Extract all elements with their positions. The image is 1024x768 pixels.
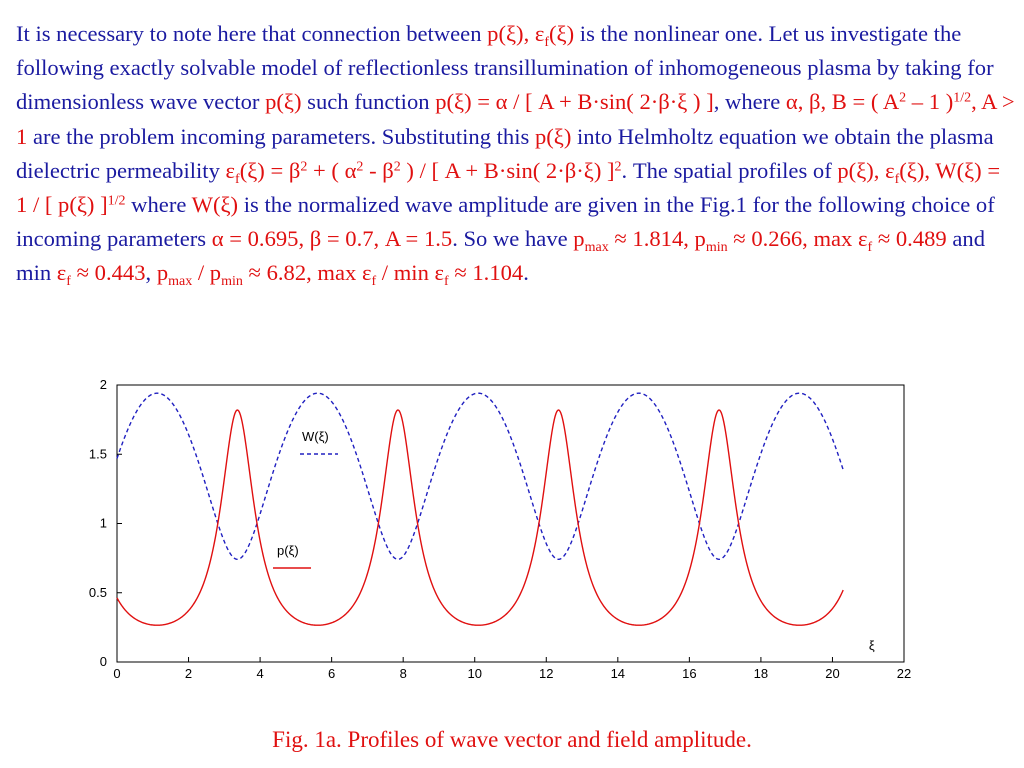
x-tick-label: 6 — [328, 666, 335, 681]
x-tick-label: 14 — [611, 666, 625, 681]
plot-frame — [116, 384, 905, 663]
figure-caption: Fig. 1a. Profiles of wave vector and fie… — [272, 727, 752, 752]
x-tick-label: 20 — [825, 666, 839, 681]
x-tick-label: 16 — [682, 666, 696, 681]
x-tick-label: 8 — [400, 666, 407, 681]
x-tick-label: 0 — [113, 666, 120, 681]
y-tick-label: 1.5 — [89, 446, 107, 461]
chart-legend: W(ξ) p(ξ) — [273, 429, 338, 569]
series-p-line — [116, 409, 844, 626]
x-tick-label: 2 — [185, 666, 192, 681]
chart-curves — [116, 392, 844, 626]
x-tick-label: 12 — [539, 666, 553, 681]
chart-ticks: 0 2 4 6 8 10 12 14 16 18 20 22 0 0.5 1 1.5 2 ξ — [89, 377, 911, 681]
legend-label-w: W(ξ) — [302, 429, 329, 444]
x-axis-label: ξ — [869, 638, 875, 653]
profile-chart: 0 2 4 6 8 10 12 14 16 18 20 22 0 0.5 1 1.5 2 ξ W(ξ) p(ξ) — [89, 377, 911, 681]
x-tick-label: 4 — [256, 666, 263, 681]
x-tick-label: 22 — [897, 666, 911, 681]
legend-label-p: p(ξ) — [277, 543, 299, 558]
body-paragraph: It is necessary to note here that connec… — [16, 21, 1015, 290]
y-tick-label: 0.5 — [89, 585, 107, 600]
y-tick-label: 2 — [100, 377, 107, 392]
y-tick-label: 0 — [100, 654, 107, 669]
series-w-line — [116, 392, 844, 561]
x-tick-label: 18 — [754, 666, 768, 681]
y-tick-label: 1 — [100, 516, 107, 531]
chart-axes — [116, 384, 905, 663]
x-tick-label: 10 — [467, 666, 481, 681]
